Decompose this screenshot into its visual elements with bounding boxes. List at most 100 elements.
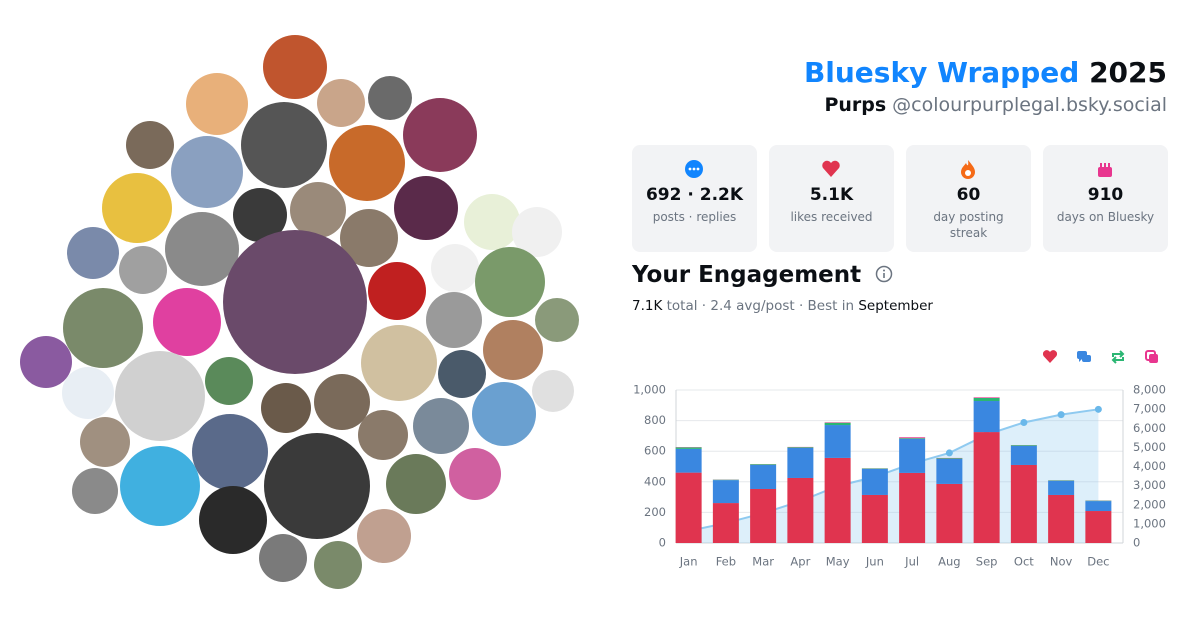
avatar[interactable] bbox=[314, 374, 370, 430]
avatar[interactable] bbox=[80, 417, 130, 467]
summary: total · 2.4 avg/post · Best in bbox=[666, 298, 855, 314]
avatar[interactable] bbox=[483, 320, 543, 380]
bar-segment bbox=[936, 459, 963, 484]
y-tick-label: 400 bbox=[644, 474, 666, 488]
avatar[interactable] bbox=[259, 534, 307, 582]
y2-tick-label: 6,000 bbox=[1133, 421, 1166, 435]
avatar[interactable] bbox=[67, 227, 119, 279]
y-tick-label: 200 bbox=[644, 505, 666, 519]
avatar[interactable] bbox=[223, 230, 367, 374]
y-tick-label: 800 bbox=[644, 413, 666, 427]
avatar[interactable] bbox=[171, 136, 243, 208]
info-icon[interactable] bbox=[875, 265, 893, 283]
avatar[interactable] bbox=[329, 125, 405, 201]
bar-segment bbox=[936, 483, 963, 543]
handle: @colourpurplegal.bsky.social bbox=[892, 94, 1167, 116]
avatar[interactable] bbox=[72, 468, 118, 514]
y-tick-label: 0 bbox=[659, 536, 666, 550]
bar-segment bbox=[899, 437, 926, 439]
avatar[interactable] bbox=[340, 209, 398, 267]
avatar[interactable] bbox=[314, 541, 362, 589]
stat-value: 910 bbox=[1087, 185, 1124, 205]
brand: Bluesky Wrapped bbox=[803, 56, 1080, 89]
bar-segment bbox=[824, 457, 851, 543]
avatar[interactable] bbox=[120, 446, 200, 526]
avatar[interactable] bbox=[264, 433, 370, 539]
avatar[interactable] bbox=[102, 173, 172, 243]
avatar[interactable] bbox=[261, 383, 311, 433]
avatar[interactable] bbox=[386, 454, 446, 514]
avatar[interactable] bbox=[394, 176, 458, 240]
avatar[interactable] bbox=[464, 194, 520, 250]
avatar[interactable] bbox=[472, 382, 536, 446]
avatar[interactable] bbox=[205, 357, 253, 405]
bar-segment bbox=[973, 397, 1000, 402]
avatar[interactable] bbox=[20, 336, 72, 388]
stat-label: likes received bbox=[790, 210, 873, 224]
bar-segment bbox=[824, 425, 851, 458]
avatar[interactable] bbox=[233, 188, 287, 242]
engagement-chart: 0 200 400 600 800 1,000 0 1,000 2,000 3,000 4,000 5… bbox=[633, 350, 1166, 569]
stat-label: posts · replies bbox=[652, 210, 737, 224]
avatar[interactable] bbox=[431, 244, 479, 292]
cumulative-area bbox=[688, 409, 1099, 543]
avatar[interactable] bbox=[165, 212, 239, 286]
y2-tick-label: 2,000 bbox=[1133, 497, 1166, 511]
avatar[interactable] bbox=[241, 102, 327, 188]
stat-label: day posting streak bbox=[933, 210, 1004, 240]
avatar[interactable] bbox=[512, 207, 562, 257]
title: Bluesky Wrapped 2025 bbox=[804, 56, 1167, 89]
bar-segment bbox=[861, 468, 888, 495]
avatar[interactable] bbox=[199, 486, 267, 554]
avatar[interactable] bbox=[535, 298, 579, 342]
y2-tick-label: 0 bbox=[1133, 536, 1140, 550]
bar-segment bbox=[899, 438, 926, 473]
avatar[interactable] bbox=[361, 325, 437, 401]
avatar[interactable] bbox=[126, 121, 174, 169]
bar-segment bbox=[787, 477, 814, 543]
y2-tick-label: 4,000 bbox=[1133, 459, 1166, 473]
avatar[interactable] bbox=[63, 288, 143, 368]
avatar[interactable] bbox=[186, 73, 248, 135]
avatar[interactable] bbox=[290, 182, 346, 238]
avatar[interactable] bbox=[119, 246, 167, 294]
avatar[interactable] bbox=[317, 79, 365, 127]
avatar[interactable] bbox=[115, 351, 205, 441]
avatar[interactable] bbox=[263, 35, 327, 99]
avatar[interactable] bbox=[403, 98, 477, 172]
avatar[interactable] bbox=[368, 262, 426, 320]
bar-segment bbox=[712, 503, 739, 543]
icon bbox=[961, 160, 975, 179]
bar-segment bbox=[1048, 480, 1075, 495]
bar-segment bbox=[712, 480, 739, 504]
avatar[interactable] bbox=[368, 76, 412, 120]
avatar[interactable] bbox=[532, 370, 574, 412]
avatar[interactable] bbox=[192, 414, 268, 490]
user-line: Purps @colourpurplegal.bsky.social bbox=[824, 94, 1167, 116]
engagement-summary: 7.1K total · 2.4 avg/post · Best in Sept… bbox=[632, 298, 933, 314]
avatar[interactable] bbox=[426, 292, 482, 348]
legend-icon[interactable] bbox=[1042, 350, 1058, 363]
legend-icon[interactable] bbox=[1111, 350, 1125, 364]
bar-segment bbox=[973, 397, 1000, 398]
avatar[interactable] bbox=[358, 410, 408, 460]
avatar[interactable] bbox=[449, 448, 501, 500]
x-tick-label: Dec bbox=[1087, 555, 1109, 569]
avatar[interactable] bbox=[475, 247, 545, 317]
legend-icon[interactable] bbox=[1077, 351, 1091, 362]
x-tick-label: Sep bbox=[976, 555, 998, 569]
legend-icon[interactable] bbox=[1145, 350, 1158, 363]
avatar[interactable] bbox=[62, 367, 114, 419]
avatar[interactable] bbox=[357, 509, 411, 563]
x-tick-label: May bbox=[826, 555, 850, 569]
avatar[interactable] bbox=[413, 398, 469, 454]
y2-tick-label: 1,000 bbox=[1133, 516, 1166, 530]
cumulative-point bbox=[1094, 405, 1102, 413]
x-tick-label: Mar bbox=[752, 555, 774, 569]
avatar[interactable] bbox=[153, 288, 221, 356]
avatar[interactable] bbox=[438, 350, 486, 398]
x-tick-label: Nov bbox=[1050, 555, 1073, 569]
cumulative-point bbox=[1057, 411, 1065, 419]
best-month: September bbox=[858, 298, 933, 314]
